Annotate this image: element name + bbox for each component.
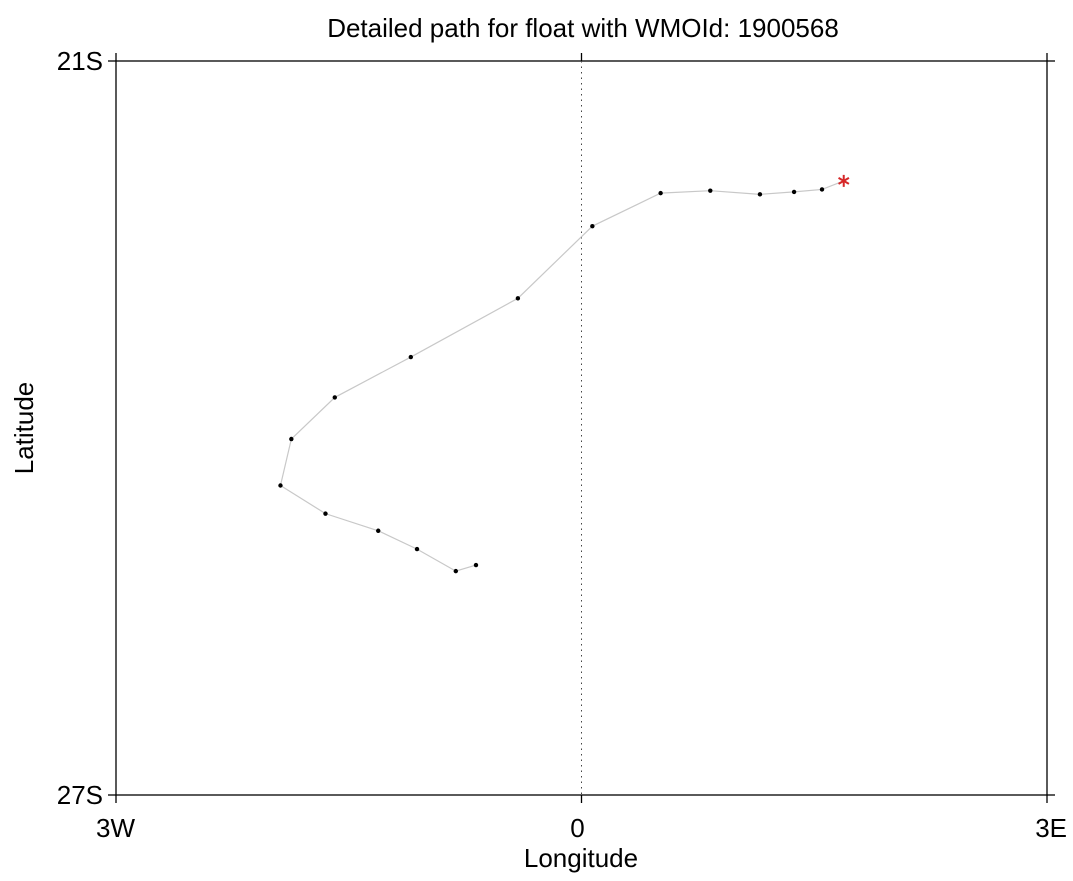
- float-position-point: [819, 187, 825, 192]
- float-position-point: [414, 546, 420, 552]
- float-position-point: [408, 354, 414, 360]
- y-tick-label: 21S: [57, 46, 103, 76]
- float-position-point: [590, 223, 595, 229]
- float-position-point: [332, 395, 337, 400]
- float-position-point: [473, 562, 479, 568]
- float-position-point: [376, 528, 381, 533]
- y-tick-label: 27S: [57, 780, 103, 810]
- asterisk-stroke: [838, 177, 850, 185]
- float-positions-layer: [278, 187, 825, 574]
- x-tick-label: 0: [570, 813, 584, 843]
- x-axis-label: Longitude: [524, 843, 638, 873]
- float-position-point: [515, 296, 521, 301]
- x-tick-label: 3W: [96, 813, 135, 843]
- float-position-point: [453, 568, 459, 574]
- float-position-point: [289, 436, 294, 442]
- float-position-point: [278, 483, 283, 488]
- last-position-layer: [838, 174, 850, 187]
- float-position-point: [708, 188, 713, 193]
- float-position-point: [791, 189, 797, 195]
- float-path-layer: [279, 180, 844, 572]
- tick-layer: 3W 0 3E 21S 27S: [57, 46, 1067, 843]
- float-path-line: [279, 180, 844, 572]
- float-position-point: [757, 192, 763, 197]
- last-position-marker: [838, 174, 850, 187]
- float-position-point: [323, 511, 328, 516]
- y-axis-label: Latitude: [9, 382, 39, 475]
- float-position-point: [658, 190, 663, 196]
- x-tick-label: 3E: [1035, 813, 1067, 843]
- chart-title: Detailed path for float with WMOId: 1900…: [327, 13, 839, 43]
